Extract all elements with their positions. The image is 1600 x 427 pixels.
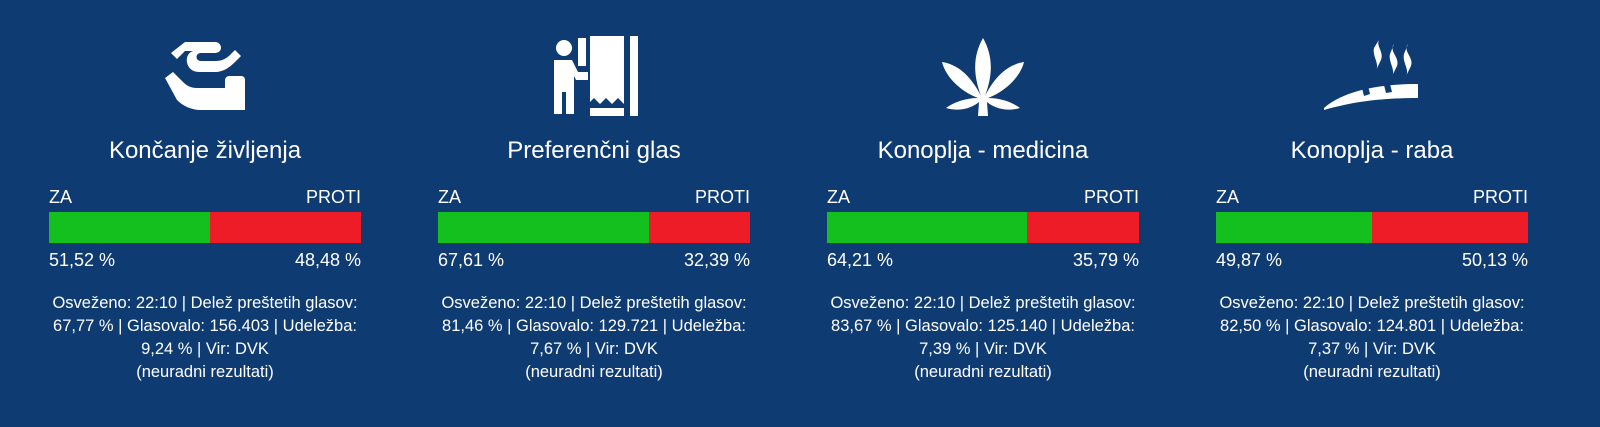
result-bar-yes (438, 212, 649, 243)
result-bar (827, 212, 1139, 243)
hands-care-icon (49, 36, 361, 116)
za-label: ZA (438, 187, 462, 207)
result-info: Osveženo: 22:10 | Delež preštetih glasov… (1216, 292, 1528, 384)
result-bar-no (209, 212, 361, 243)
result-info-text: Osveženo: 22:10 | Delež preštetih glasov… (52, 294, 358, 358)
card-title: Konoplja - raba (1290, 137, 1454, 164)
result-card-konoplja-medicina: Konoplja - medicina ZA PROTI 64,21 % 35,… (827, 0, 1139, 427)
za-percentage: 51,52 % (49, 250, 116, 270)
result-bar-no (1371, 212, 1528, 243)
result-card-preferencni-glas: Preferenčni glas ZA PROTI 67,61 % 32,39 … (438, 0, 750, 427)
za-percentage: 67,61 % (438, 250, 505, 270)
card-title: Preferenčni glas (507, 137, 681, 164)
za-percentage: 64,21 % (827, 250, 894, 270)
proti-label: PROTI (305, 187, 361, 207)
unofficial-note: (neuradni rezultati) (525, 363, 663, 381)
result-card-konoplja-raba: Konoplja - raba ZA PROTI 49,87 % 50,13 %… (1216, 0, 1528, 427)
result-info-text: Osveženo: 22:10 | Delež preštetih glasov… (441, 294, 747, 358)
smoking-joint-icon (1216, 36, 1528, 116)
proti-percentage: 48,48 % (294, 250, 361, 270)
unofficial-note: (neuradni rezultati) (136, 363, 274, 381)
proti-label: PROTI (1472, 187, 1528, 207)
result-info-text: Osveženo: 22:10 | Delež preštetih glasov… (1219, 294, 1525, 358)
result-bar-yes (49, 212, 210, 243)
result-bar-yes (1216, 212, 1372, 243)
result-info: Osveženo: 22:10 | Delež preštetih glasov… (49, 292, 361, 384)
unofficial-note: (neuradni rezultati) (1303, 363, 1441, 381)
proti-percentage: 50,13 % (1461, 250, 1528, 270)
za-percentage: 49,87 % (1216, 250, 1283, 270)
result-bar-no (648, 212, 750, 243)
proti-label: PROTI (694, 187, 750, 207)
cannabis-leaf-icon (827, 36, 1139, 116)
voting-booth-icon (438, 36, 750, 116)
result-info: Osveženo: 22:10 | Delež preštetih glasov… (438, 292, 750, 384)
proti-percentage: 35,79 % (1072, 250, 1139, 270)
result-info: Osveženo: 22:10 | Delež preštetih glasov… (827, 292, 1139, 384)
result-info-text: Osveženo: 22:10 | Delež preštetih glasov… (830, 294, 1136, 358)
result-bar (438, 212, 750, 243)
card-title: Konoplja - medicina (877, 137, 1089, 164)
za-label: ZA (49, 187, 73, 207)
unofficial-note: (neuradni rezultati) (914, 363, 1052, 381)
proti-label: PROTI (1083, 187, 1139, 207)
result-bar-yes (827, 212, 1028, 243)
card-title: Končanje življenja (108, 137, 302, 164)
result-bar (49, 212, 361, 243)
za-label: ZA (1216, 187, 1240, 207)
result-bar-no (1027, 212, 1139, 243)
result-bar (1216, 212, 1528, 243)
proti-percentage: 32,39 % (683, 250, 750, 270)
result-card-koncanje-zivljenja: Končanje življenja ZA PROTI 51,52 % 48,4… (49, 0, 361, 427)
za-label: ZA (827, 187, 851, 207)
